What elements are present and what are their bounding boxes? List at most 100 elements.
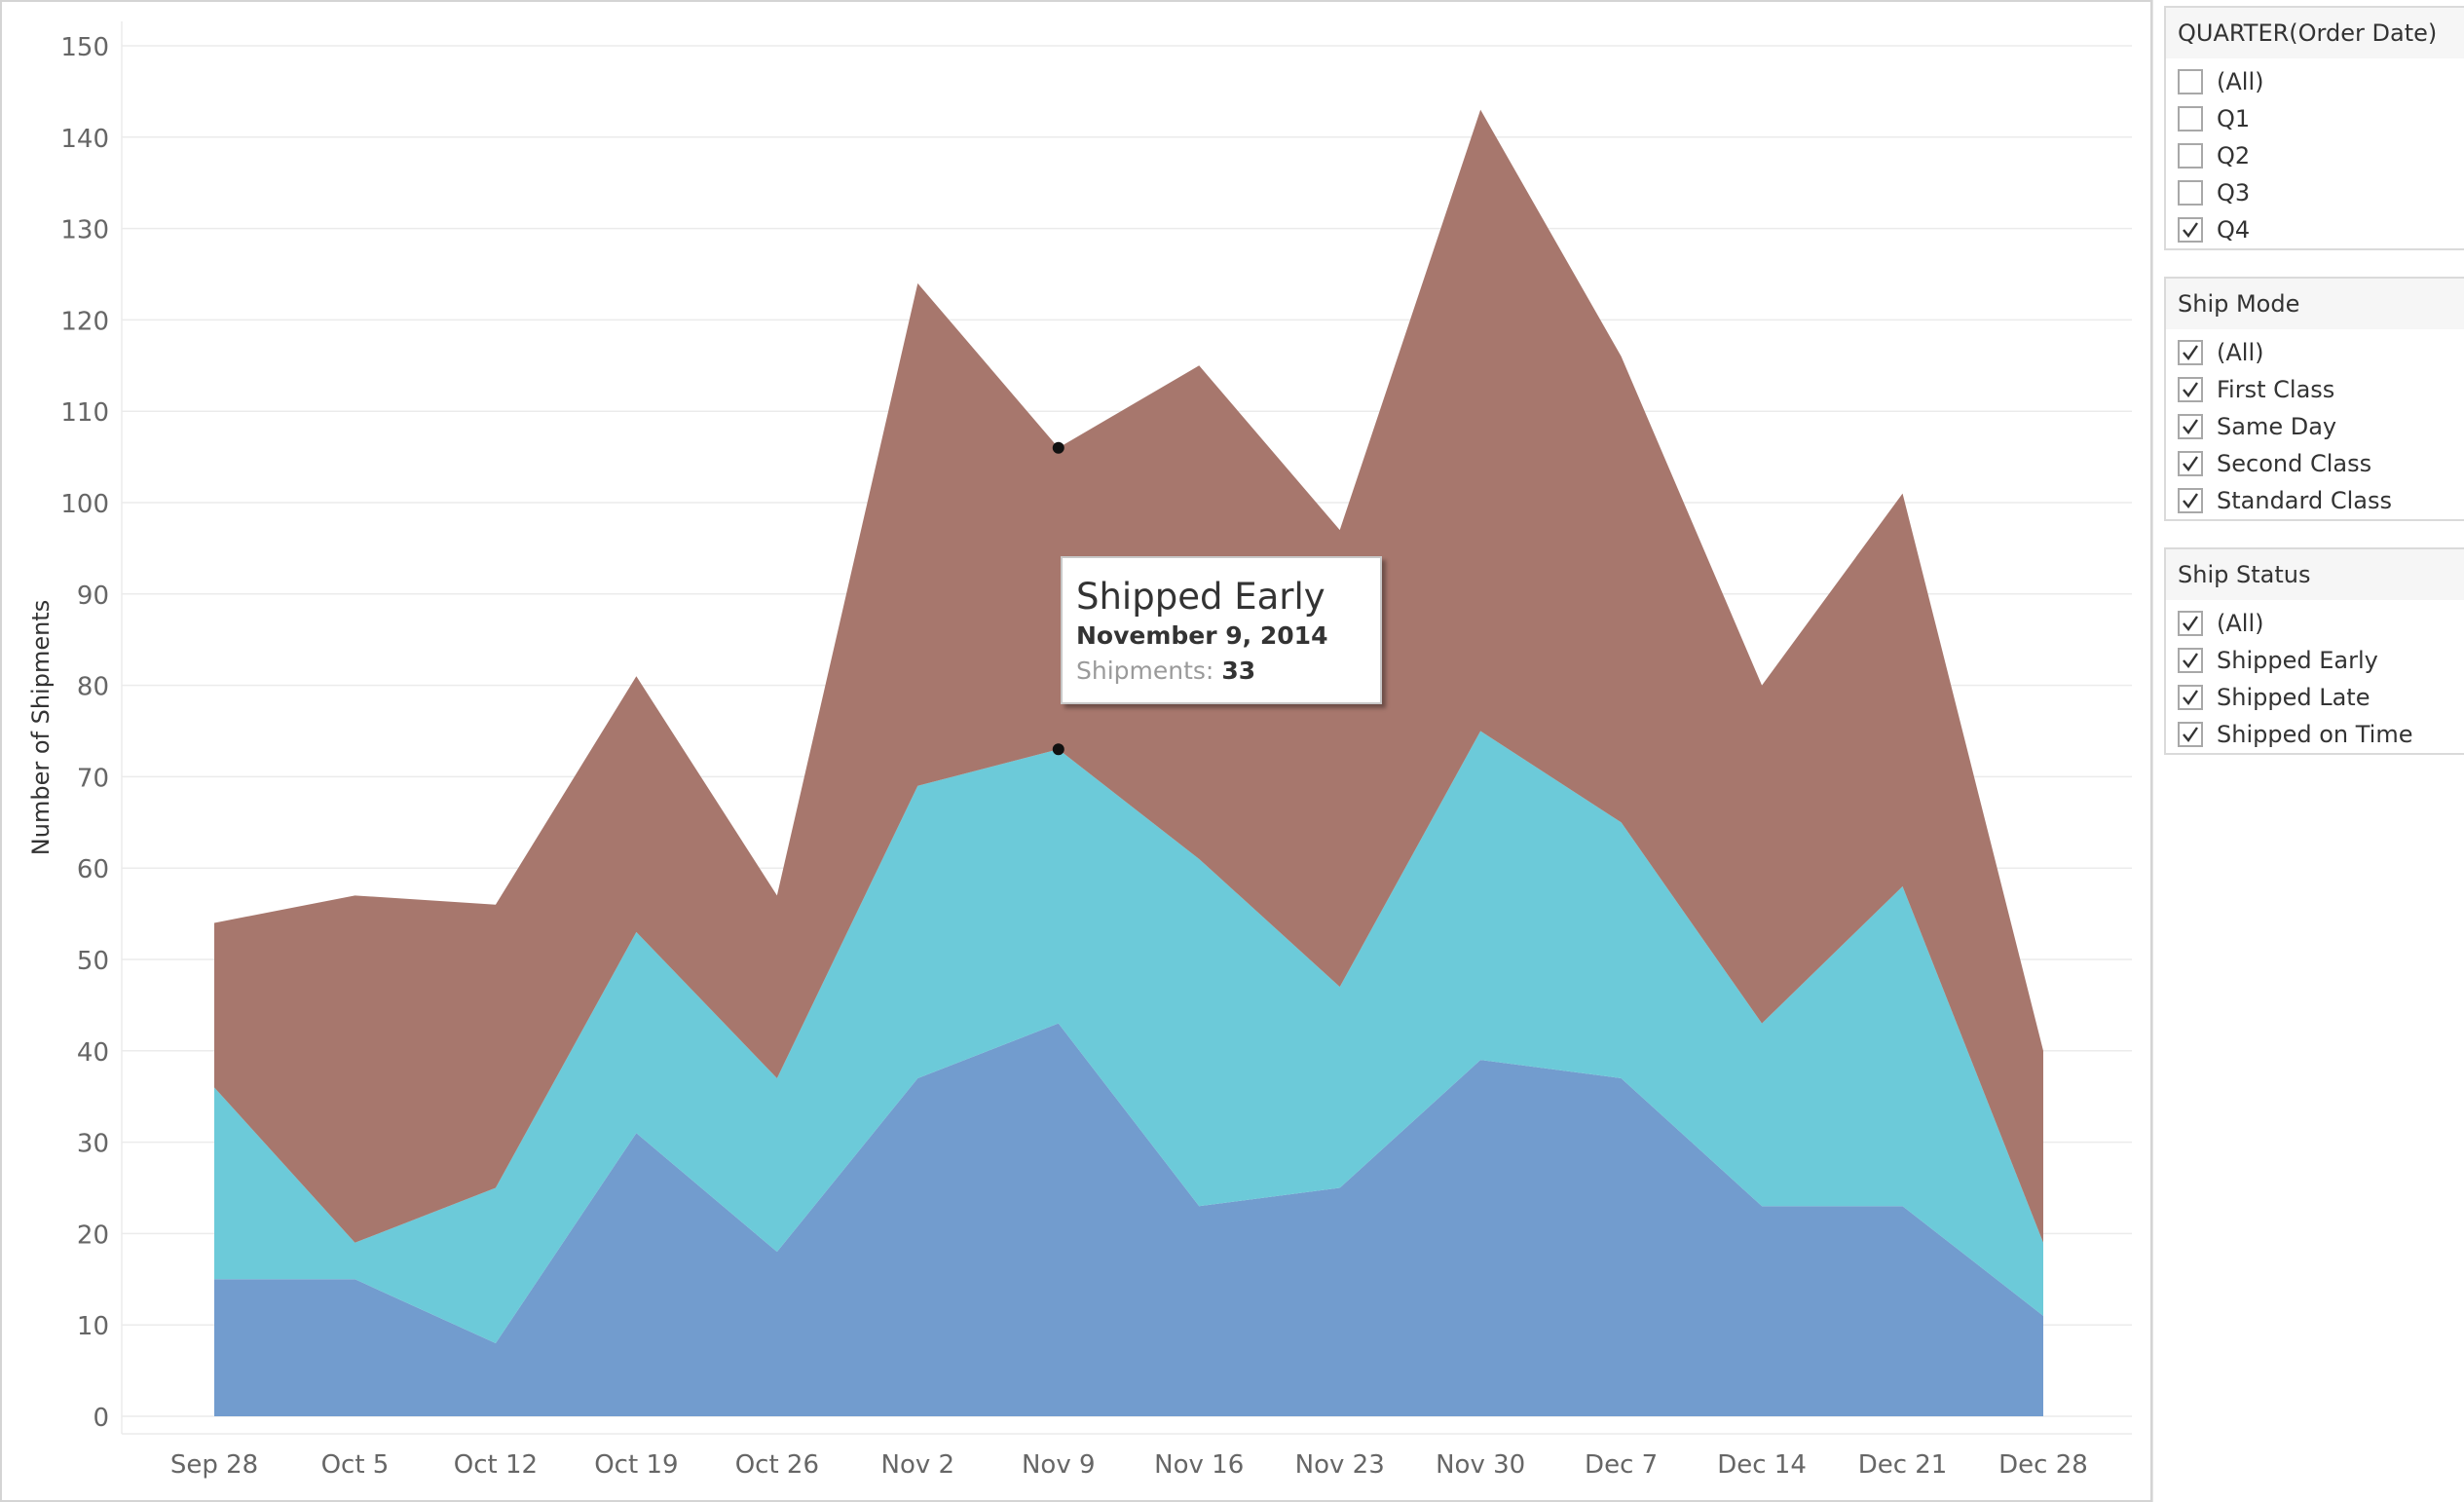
y-tick-label: 110 [60,398,109,428]
checkbox[interactable] [2178,217,2203,243]
checkmark-icon [2183,616,2198,631]
filter-title: QUARTER(Order Date) [2166,8,2464,58]
checkmark-icon [2183,456,2198,471]
x-tick-label: Oct 19 [594,1450,678,1480]
checkbox[interactable] [2178,414,2203,439]
filter-option-label: Shipped Early [2217,647,2378,674]
filter-option-label: Standard Class [2217,487,2392,514]
filter-option-label: Shipped Late [2217,684,2371,711]
x-tick-label: Nov 23 [1295,1450,1385,1480]
filter-option-shipped-early[interactable]: Shipped Early [2166,642,2464,679]
checkmark-icon [2183,419,2198,434]
filter-option-label: Q4 [2217,216,2251,244]
filter-option-all[interactable]: (All) [2166,63,2464,100]
filter-ship-status: Ship Status (All) Shipped Early Shipped La… [2164,547,2464,755]
y-tick-label: 90 [77,582,109,611]
filter-option-all[interactable]: (All) [2166,605,2464,642]
x-tick-label: Oct 26 [735,1450,819,1480]
checkbox[interactable] [2178,451,2203,476]
filter-option-label: First Class [2217,376,2335,403]
filter-option-label: (All) [2217,610,2264,637]
x-tick-label: Nov 9 [1022,1450,1096,1480]
highlight-marker [1052,441,1064,454]
x-tick-label: Dec 14 [1717,1450,1807,1480]
y-tick-label: 130 [60,216,109,245]
tooltip-title: Shipped Early [1076,576,1325,618]
filter-option-label: Q1 [2217,105,2251,132]
y-tick-label: 100 [60,490,109,519]
filter-sidebar: QUARTER(Order Date) (All) Q1 Q2 Q3 Q4 Ship M… [2152,0,2464,1502]
filter-option-label: Second Class [2217,450,2372,477]
filter-option-q2[interactable]: Q2 [2166,137,2464,174]
y-tick-label: 0 [93,1404,109,1433]
filter-option-shipped-on-time[interactable]: Shipped on Time [2166,716,2464,753]
filter-option-label: Shipped on Time [2217,721,2413,748]
y-tick-label: 150 [60,33,109,62]
y-tick-label: 20 [77,1220,109,1250]
checkbox[interactable] [2178,143,2203,169]
filter-option-all[interactable]: (All) [2166,334,2464,371]
tooltip-date: November 9, 2014 [1076,621,1328,650]
filter-ship-mode: Ship Mode (All) First Class Same Day Second… [2164,277,2464,521]
checkbox[interactable] [2178,488,2203,513]
filter-option-q4[interactable]: Q4 [2166,211,2464,248]
filter-item-list: (All) First Class Same Day Second Class Stan… [2166,329,2464,519]
y-tick-label: 120 [60,307,109,336]
area-series-shipped-early [214,731,2043,1343]
filter-option-label: (All) [2217,339,2264,366]
checkbox[interactable] [2178,611,2203,636]
checkmark-icon [2183,653,2198,668]
filter-option-shipped-late[interactable]: Shipped Late [2166,679,2464,716]
filter-option-label: Q3 [2217,179,2251,207]
filter-title: Ship Mode [2166,279,2464,329]
y-axis-title: Number of Shipments [27,600,55,855]
x-tick-label: Sep 28 [170,1450,258,1480]
y-tick-label: 60 [77,855,109,884]
x-tick-label: Dec 21 [1858,1450,1948,1480]
y-tick-label: 70 [77,764,109,793]
y-tick-label: 10 [77,1312,109,1341]
tooltip-value-line: Shipments: 33 [1076,654,1380,689]
highlight-marker [1052,743,1064,756]
checkbox[interactable] [2178,69,2203,94]
x-tick-label: Dec 28 [1998,1450,2088,1480]
filter-option-same-day[interactable]: Same Day [2166,408,2464,445]
filter-item-list: (All) Shipped Early Shipped Late Shipped on… [2166,600,2464,753]
x-tick-label: Nov 16 [1154,1450,1244,1480]
y-tick-label: 40 [77,1038,109,1068]
filter-option-label: Q2 [2217,142,2251,169]
filter-option-label: (All) [2217,68,2264,95]
checkbox[interactable] [2178,722,2203,747]
checkmark-icon [2183,382,2198,397]
filter-title: Ship Status [2166,549,2464,600]
filter-item-list: (All) Q1 Q2 Q3 Q4 [2166,58,2464,248]
checkmark-icon [2183,345,2198,360]
area-series-shipped-on-time [214,1023,2043,1416]
filter-option-q3[interactable]: Q3 [2166,174,2464,211]
checkmark-icon [2183,222,2198,238]
y-tick-label: 140 [60,125,109,154]
tooltip: Shipped Early November 9, 2014 Shipments… [1061,556,1382,704]
checkbox[interactable] [2178,685,2203,710]
x-tick-label: Nov 2 [881,1450,955,1480]
tooltip-value: 33 [1221,657,1256,685]
x-tick-label: Oct 5 [321,1450,390,1480]
checkbox[interactable] [2178,648,2203,673]
filter-option-label: Same Day [2217,413,2337,440]
area-chart: 0 10 20 30 40 50 60 70 80 90 100 110 120 130 140 150 Sep… [27,21,2132,1480]
viz-panel: 0 10 20 30 40 50 60 70 80 90 100 110 120 130 140 150 Sep… [0,0,2152,1502]
filter-option-second-class[interactable]: Second Class [2166,445,2464,482]
x-tick-label: Oct 12 [454,1450,538,1480]
y-tick-label: 30 [77,1130,109,1159]
filter-quarter: QUARTER(Order Date) (All) Q1 Q2 Q3 Q4 [2164,6,2464,250]
filter-option-first-class[interactable]: First Class [2166,371,2464,408]
filter-option-standard-class[interactable]: Standard Class [2166,482,2464,519]
checkmark-icon [2183,690,2198,705]
checkbox[interactable] [2178,340,2203,365]
y-tick-label: 80 [77,673,109,702]
checkbox[interactable] [2178,106,2203,131]
checkbox[interactable] [2178,180,2203,206]
y-tick-label: 50 [77,947,109,976]
checkbox[interactable] [2178,377,2203,402]
filter-option-q1[interactable]: Q1 [2166,100,2464,137]
